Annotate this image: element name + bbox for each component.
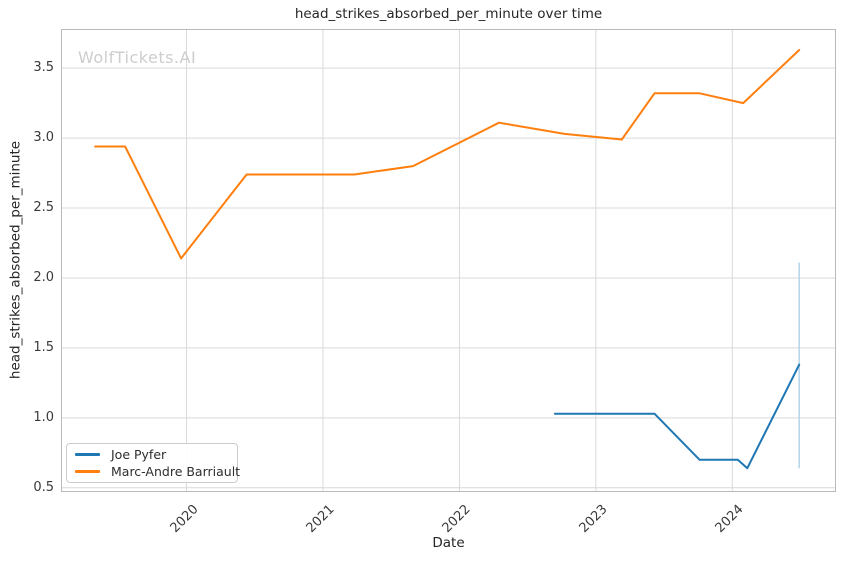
legend-line-swatch-blue <box>75 453 100 456</box>
legend-item-joe-pyfer: Joe Pyfer <box>75 446 229 463</box>
legend: Joe Pyfer Marc-Andre Barriault <box>66 443 240 483</box>
legend-item-marc-andre-barriault: Marc-Andre Barriault <box>75 463 240 480</box>
plot-border <box>61 29 836 492</box>
watermark: WolfTickets.AI <box>78 48 197 67</box>
series-line-marc-andre-barriault <box>94 49 801 260</box>
chart-title: head_strikes_absorbed_per_minute over ti… <box>294 6 603 22</box>
legend-line-swatch-orange <box>75 470 100 473</box>
legend-label: Marc-Andre Barriault <box>111 464 241 479</box>
x-axis-label: Date <box>432 535 465 551</box>
y-axis-label: head_strikes_absorbed_per_minute <box>7 140 24 380</box>
legend-label: Joe Pyfer <box>111 447 167 462</box>
series-line-joe-pyfer <box>553 363 801 470</box>
